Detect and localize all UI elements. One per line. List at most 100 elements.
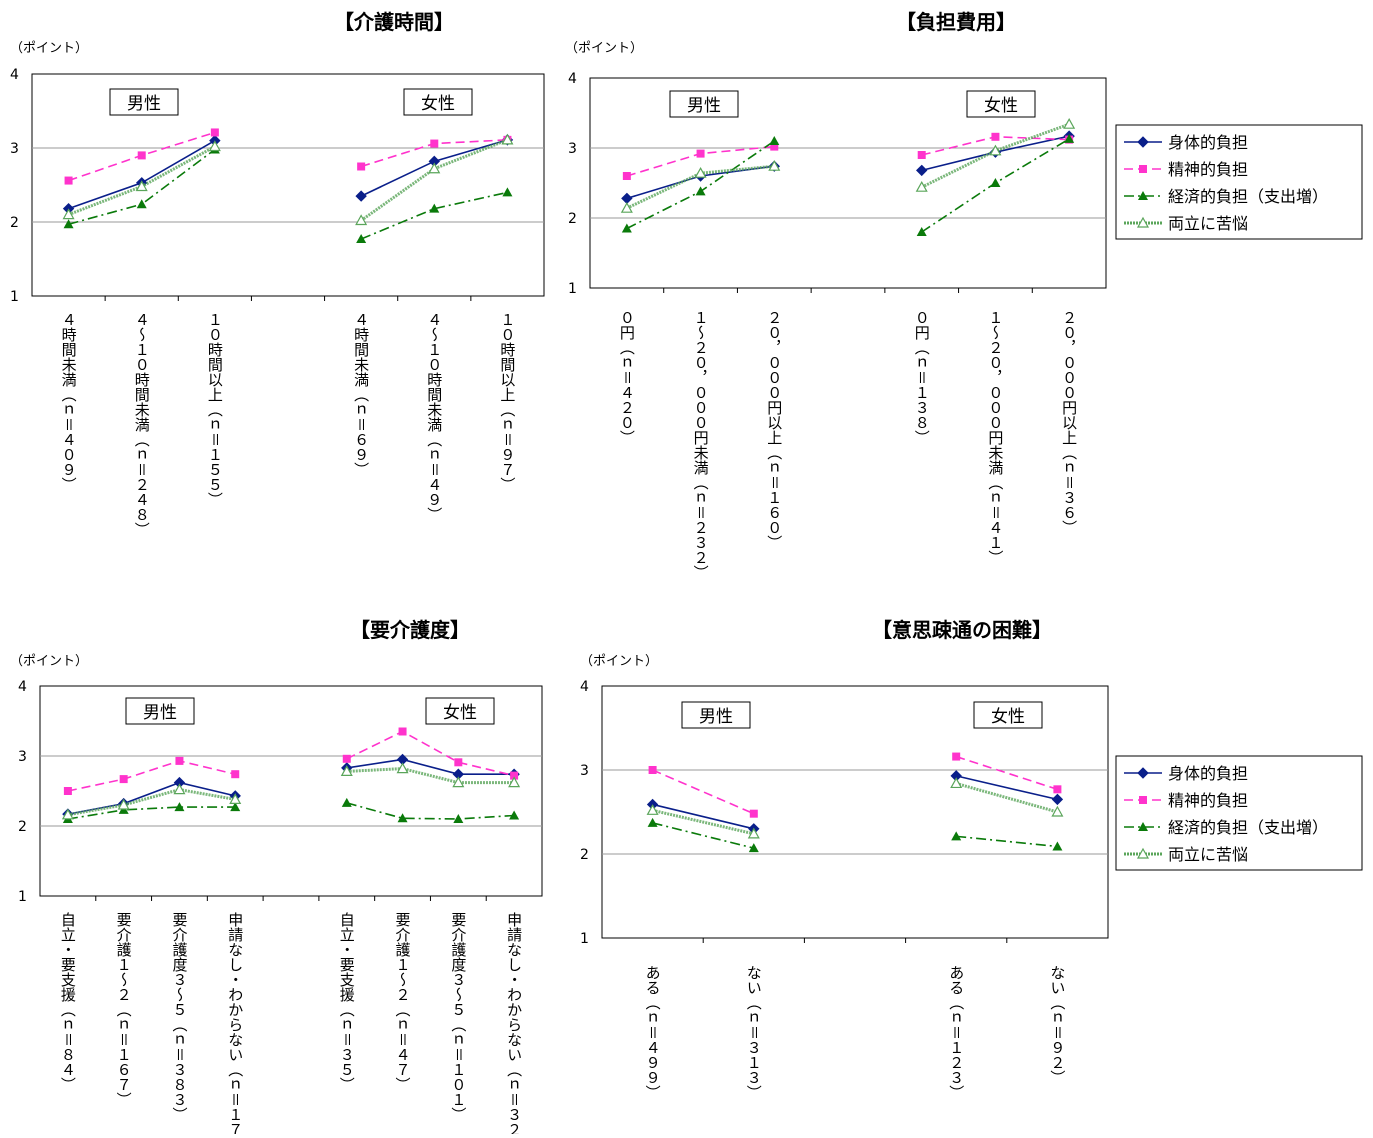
group-label-box (425, 697, 495, 725)
legend-label-mental: 精神的負担 (1168, 791, 1248, 810)
x-category-label: ４～１０時間未満（ｎ＝２４８） (133, 312, 151, 537)
economic-point (63, 219, 74, 229)
series-balance (61, 762, 521, 820)
group-label-box (125, 697, 195, 725)
balance-point (428, 162, 441, 174)
series-line-balance (955, 781, 1058, 814)
series-balance (646, 777, 1064, 839)
group-label: 男性 (699, 707, 733, 727)
legend-label-economic: 経済的負担（支出増） (1168, 818, 1328, 837)
economic-point (356, 234, 367, 244)
mental-point (749, 809, 758, 818)
x-category-label: ２０，０００円以上（ｎ＝３６） (1060, 310, 1078, 535)
legend-balance-point (1136, 216, 1150, 228)
mental-point (696, 149, 705, 158)
mental-point (175, 756, 184, 765)
group-label: 女性 (991, 707, 1025, 727)
balance-point (501, 133, 514, 145)
group-label-box (403, 88, 473, 116)
balance-point (208, 140, 221, 152)
x-category-label: ２０，０００円以上（ｎ＝１６０） (765, 310, 783, 550)
group-label-box (669, 90, 739, 118)
y-tick-label: 3 (10, 141, 19, 157)
balance-point (1063, 117, 1076, 129)
y-tick-label: 1 (10, 289, 19, 305)
x-category-label: ０円（ｎ＝４２０） (618, 310, 636, 445)
balance-point (620, 201, 633, 213)
balance-point (355, 214, 368, 226)
legend-label-physical: 身体的負担 (1168, 133, 1248, 152)
series-economic (621, 133, 1075, 236)
economic-point (230, 802, 241, 812)
physical-point (916, 164, 928, 177)
x-category-label: ない（ｎ＝３１３） (745, 965, 763, 1100)
balance-point (135, 180, 148, 192)
series-line-mental (652, 769, 755, 815)
economic-point (695, 186, 706, 196)
balance-point (452, 776, 465, 788)
balance-point (1051, 805, 1064, 817)
legend-label-mental: 精神的負担 (1168, 160, 1248, 179)
economic-point (502, 187, 513, 197)
series-line-physical (652, 803, 754, 830)
legend-balance-point (1136, 847, 1150, 859)
series-line-economic (67, 806, 236, 820)
chart-title: 【介護時間】 (334, 10, 454, 34)
x-category-label: ある（ｎ＝４９９） (644, 965, 662, 1100)
x-category-label: 要介護１～２（ｎ＝４７） (394, 912, 412, 1092)
y-tick-label: 4 (18, 679, 27, 695)
group-label: 男性 (687, 96, 721, 116)
group-label-box (966, 90, 1036, 118)
balance-point (694, 166, 707, 178)
x-category-label: 要介護１～２（ｎ＝１６７） (115, 912, 133, 1107)
y-tick-label: 4 (10, 67, 19, 83)
mental-point (770, 142, 779, 151)
series-line-physical (956, 775, 1058, 801)
x-category-label: 申請なし・わからない（ｎ＝１７８） (226, 912, 244, 1134)
y-unit-label: （ポイント） (565, 41, 643, 56)
mental-point (357, 162, 366, 171)
y-tick-label: 2 (568, 211, 577, 227)
mental-point (210, 128, 219, 137)
series-economic (647, 817, 1063, 853)
series-line-balance (67, 788, 236, 817)
x-category-label: ４～１０時間未満（ｎ＝４９） (425, 312, 443, 522)
economic-point (621, 223, 632, 233)
balance-point (396, 762, 409, 774)
legend-label-balance: 両立に苦悩 (1168, 214, 1248, 233)
mental-point (1053, 785, 1062, 794)
chart-title: 【要介護度】 (350, 618, 470, 642)
series-line-physical (346, 758, 515, 776)
balance-point (62, 208, 75, 220)
mental-point (991, 132, 1000, 141)
y-tick-label: 2 (10, 215, 19, 231)
economic-point (341, 797, 352, 807)
legend-label-economic: 経済的負担（支出増） (1168, 187, 1328, 206)
balance-point (747, 827, 760, 839)
group-label: 男性 (127, 94, 161, 114)
economic-point (769, 136, 780, 145)
series-line-economic (956, 835, 1058, 848)
balance-point (508, 776, 521, 788)
economic-point (429, 203, 440, 213)
x-category-label: ある（ｎ＝１２３） (947, 965, 965, 1100)
economic-point (509, 810, 520, 820)
series-line-balance (346, 767, 515, 785)
x-category-label: １～２０，０００円未満（ｎ＝２３２） (692, 310, 710, 580)
group-label: 女性 (984, 96, 1018, 116)
legend-box (1115, 755, 1363, 871)
x-category-label: 自立・要支援（ｎ＝８４） (59, 912, 77, 1092)
mental-point (137, 151, 146, 160)
series-economic (63, 144, 513, 244)
balance-point (915, 180, 928, 192)
y-unit-label: （ポイント） (10, 654, 88, 669)
balance-point (646, 804, 659, 815)
chart-title: 【意思疎通の困難】 (872, 618, 1052, 642)
legend-physical-point (1137, 767, 1149, 779)
chart-title: 【負担費用】 (896, 10, 1016, 34)
mental-point (917, 151, 926, 159)
balance-point (229, 793, 242, 805)
